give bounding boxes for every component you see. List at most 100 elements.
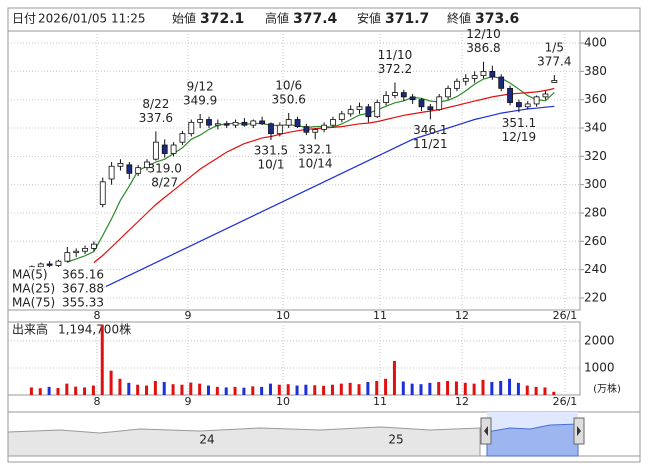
volume-bar [224,387,228,395]
volume-bar [322,385,326,395]
header-label: 高値 [265,11,289,26]
y-tick-label: 260 [584,234,607,248]
candle-body [170,144,177,154]
volume-bar [313,385,317,395]
volume-bar [198,383,202,395]
header-label: 終値 [447,11,471,26]
volume-bar [56,387,60,395]
candle-body [338,113,345,120]
volume-bar [153,380,157,395]
volume-title: 出来高 [12,322,48,337]
volume-bar [339,383,343,395]
candle-body [144,161,150,169]
candle-body [436,96,443,111]
candle-body [197,119,204,123]
candle-body [489,70,496,78]
volume-bar [171,384,175,395]
candle-body [73,250,80,254]
annotation-value: 386.8 [466,41,500,55]
annotation-date: 12/19 [502,130,537,144]
annotation-date: 1/5 [545,41,564,55]
candle-body [347,109,354,115]
volume-bar [437,382,441,395]
legend-name: MA(75) [12,296,55,310]
volume-bar [38,388,42,395]
annotation-date: 8/22 [142,97,169,111]
candle-body [268,123,274,135]
candle-body [90,243,97,249]
candle-body [303,126,310,133]
candle-body [250,120,257,126]
candle-body [507,87,513,103]
candle-body [294,119,301,127]
y-tick-label: 220 [584,290,607,304]
volume-bar [499,380,503,395]
volume-bar [251,386,255,395]
x-tick-label: 8 [93,395,100,408]
header-value: 377.4 [293,11,338,27]
candle-body [480,70,487,77]
volume-bar [233,386,237,395]
candle-body [259,120,266,125]
candle-body [445,87,451,98]
volume-tick-label: 2000 [584,333,615,347]
volume-bar [543,387,547,395]
volume-bar [410,383,414,395]
volume-bar [83,387,87,395]
volume-bar [136,384,140,395]
candle-body [551,80,558,83]
candle-body [462,78,469,82]
volume-bar [100,324,104,395]
header-value: 2026/01/05 11:25 [38,12,146,26]
candle-body [356,106,363,111]
volume-bar [490,382,494,395]
candle-body [206,119,212,126]
annotation-value: 346.1 [413,123,447,137]
volume-bar [446,380,450,395]
navigator-label: 25 [388,433,403,447]
candle-body [179,133,186,143]
x-tick-label: 11 [373,395,387,408]
candle-body [409,96,416,101]
annotation-date: 10/1 [258,158,285,172]
x-tick-label: 26/1 [553,395,578,408]
annotation-date: 8/27 [151,175,178,189]
handle-arrow [577,426,581,436]
volume-bar [295,385,299,395]
annotation-value: 331.5 [254,144,288,158]
volume-bar [206,385,210,395]
volume-bar [91,385,95,395]
candle-body [152,141,159,160]
volume-panel [7,321,581,396]
volume-bar [286,384,290,395]
candle-body [117,163,124,167]
volume-bar [304,384,308,395]
header-label: 始値 [172,11,196,26]
candle-body [64,252,71,262]
candle-body [46,263,53,266]
x-tick-label: 12 [455,309,469,322]
candle-body [516,102,522,108]
annotation-date: 10/14 [298,157,333,171]
volume-bar [268,383,272,395]
annotation-value: 351.1 [502,116,536,130]
candle-body [214,123,221,126]
volume-bar [215,386,219,395]
candle-body [533,96,540,105]
annotation-value: 372.2 [378,62,412,76]
annotation-value: 337.6 [139,111,173,125]
y-tick-label: 380 [584,64,607,78]
legend-value: 355.33 [62,296,104,310]
annotation-date: 11/21 [413,137,448,151]
volume-bar [180,384,184,395]
candle-body [135,167,142,174]
x-tick-label: 9 [185,395,192,408]
volume-bar [162,382,166,395]
candle-body [383,95,389,103]
volume-bar [401,381,405,395]
candle-body [241,121,248,126]
volume-bar [127,382,131,395]
volume-bar [375,380,379,395]
header-label: 日付 [12,12,36,26]
candle-body [232,121,239,126]
